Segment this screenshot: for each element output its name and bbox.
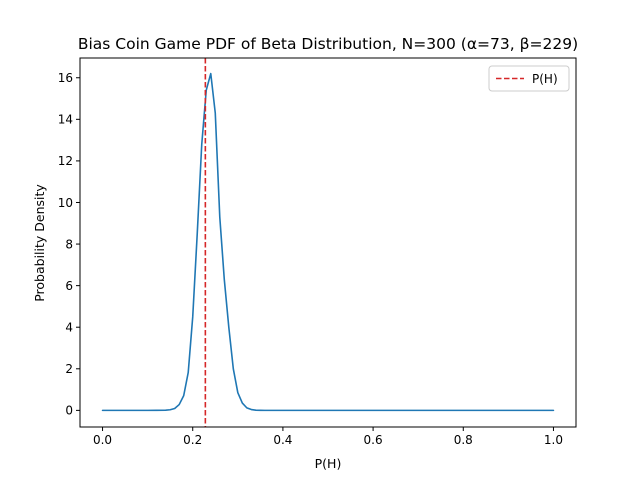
x-tick-label: 0.2 [183,433,202,447]
y-tick-label: 14 [58,113,73,127]
y-tick-label: 10 [58,196,73,210]
legend: P(H) [488,65,570,92]
y-tick-label: 4 [65,321,73,335]
axes-frame [79,57,577,428]
x-tick-label: 0.6 [364,433,383,447]
x-tick-label: 0.0 [93,433,112,447]
legend-label-p-h: P(H) [532,72,558,86]
y-tick-label: 16 [58,71,73,85]
y-tick-label: 0 [65,404,73,418]
pdf-curve-line [101,72,555,412]
x-tick-label: 1.0 [544,433,563,447]
y-tick-label: 8 [65,237,73,251]
y-axis-label: Probability Density [32,184,47,302]
x-tick-label: 0.4 [273,433,292,447]
y-axis: 0 2 4 6 8 10 12 14 16 [58,71,80,418]
y-tick-label: 2 [65,362,73,376]
x-axis: 0.0 0.2 0.4 0.6 0.8 1.0 [93,427,563,447]
y-tick-label: 12 [58,154,73,168]
x-tick-label: 0.8 [454,433,473,447]
chart-title: Bias Coin Game PDF of Beta Distribution,… [78,35,578,53]
x-axis-label: P(H) [315,456,342,471]
plot-area [101,58,555,427]
legend-box [488,65,570,92]
y-tick-label: 6 [65,279,73,293]
